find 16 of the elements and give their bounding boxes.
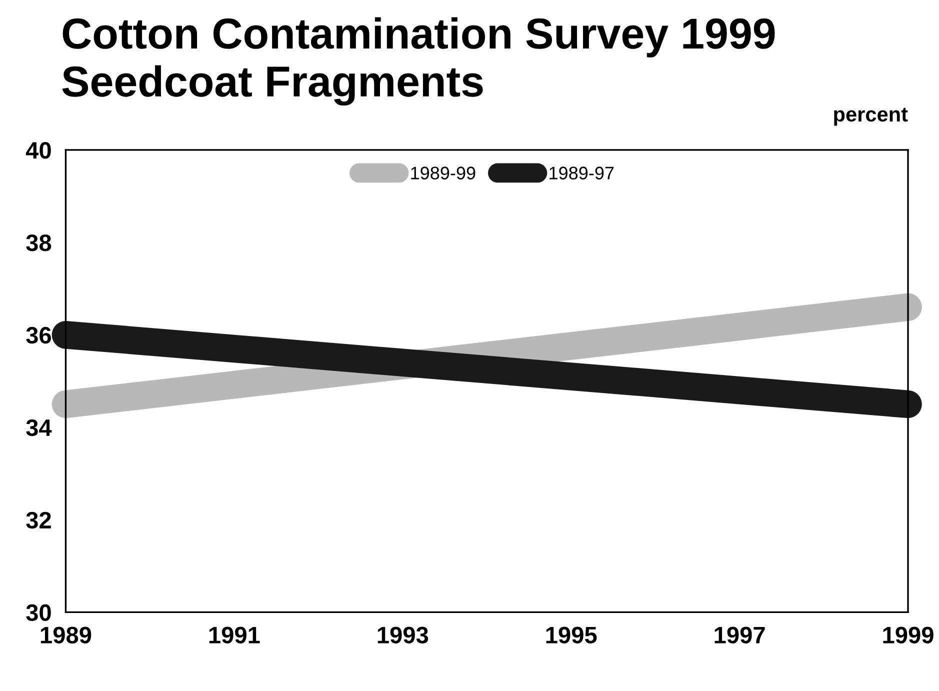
y-tick-label: 30	[26, 604, 51, 622]
x-tick-label: 1995	[546, 626, 597, 644]
x-tick-label: 1997	[714, 626, 765, 644]
y-axis-title: percent	[834, 108, 908, 126]
y-tick-label: 38	[26, 234, 52, 252]
x-tick-label: 1993	[378, 626, 428, 644]
legend-label: 1989-97	[550, 166, 614, 180]
legend-label: 1989-99	[411, 166, 476, 180]
chart-title: Cotton Contamination Survey 1999 Seedcoat Fragments	[62, 17, 775, 106]
x-tick-label: 1989	[40, 626, 92, 644]
y-tick-label: 40	[26, 142, 51, 159]
y-tick-label: 34	[26, 419, 52, 436]
x-tick-label: 1999	[883, 626, 934, 644]
y-tick-label: 36	[26, 326, 51, 344]
y-tick-label: 32	[26, 512, 51, 529]
x-tick-label: 1991	[209, 626, 260, 644]
